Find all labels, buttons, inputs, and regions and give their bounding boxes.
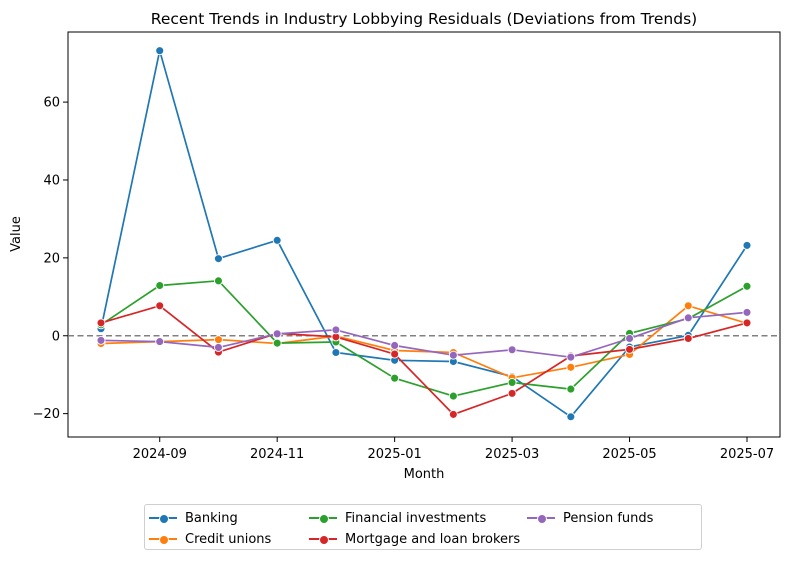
chart-title: Recent Trends in Industry Lobbying Resid… <box>151 10 697 28</box>
data-point <box>390 373 400 383</box>
data-point <box>331 348 341 357</box>
data-point <box>272 329 282 339</box>
legend-item-credit-unions: Credit unions <box>149 530 271 548</box>
series-banking <box>96 46 752 422</box>
series-line-financial-investments <box>100 279 748 397</box>
x-tick-label: 2025-03 <box>485 447 539 462</box>
data-point <box>566 412 576 422</box>
legend-item-financial-investments: Financial investments <box>309 509 486 527</box>
data-point <box>272 338 282 348</box>
data-point <box>272 235 282 245</box>
plot-area <box>67 31 781 438</box>
y-tick-label: −20 <box>33 407 60 422</box>
data-point <box>155 281 165 290</box>
y-tick-label: 40 <box>43 173 60 188</box>
x-tick-label: 2025-01 <box>367 447 421 462</box>
data-point <box>742 307 752 317</box>
data-point <box>214 335 223 345</box>
legend-item-mortgage-and-loan-brokers: Mortgage and loan brokers <box>309 530 520 548</box>
data-point <box>566 352 576 362</box>
legend-label: Credit unions <box>185 531 272 547</box>
legend-marker-icon <box>149 530 177 548</box>
data-point <box>507 378 517 387</box>
legend-item-pension-funds: Pension funds <box>527 509 653 527</box>
y-axis-label: Value <box>9 216 24 252</box>
legend-label: Banking <box>185 510 238 526</box>
x-tick-label: 2024-09 <box>133 447 187 462</box>
legend-marker-icon <box>149 509 177 527</box>
data-point <box>507 345 517 355</box>
y-tick-label: 20 <box>43 251 60 266</box>
data-point <box>155 337 165 347</box>
data-point <box>155 301 165 311</box>
y-axis: −20 0 20 40 60 <box>33 96 68 422</box>
x-axis-label: Month <box>404 467 445 482</box>
legend: Banking Credit unions Financial investme… <box>144 504 702 550</box>
data-point <box>214 342 223 352</box>
legend-marker-icon <box>309 509 337 527</box>
data-point <box>214 254 223 264</box>
x-axis: 2024-09 2024-11 2025-01 2025-03 2025-05 2025-… <box>133 437 774 462</box>
data-point <box>625 344 634 354</box>
data-point <box>390 341 400 350</box>
series-line-mortgage-and-loan-brokers <box>100 304 748 416</box>
data-point <box>683 301 693 311</box>
x-tick-label: 2025-05 <box>602 447 656 462</box>
data-point <box>155 46 165 56</box>
data-point <box>742 240 752 250</box>
data-point <box>96 318 106 328</box>
data-point <box>566 362 576 372</box>
legend-label: Mortgage and loan brokers <box>345 531 521 547</box>
data-point <box>507 388 517 398</box>
data-point <box>683 313 693 323</box>
legend-label: Financial investments <box>345 510 487 526</box>
data-point <box>448 391 458 401</box>
data-point <box>742 281 752 291</box>
data-point <box>683 334 693 343</box>
data-point <box>566 384 576 394</box>
data-point <box>96 335 106 345</box>
series-line-pension-funds <box>100 311 748 359</box>
series-line-banking <box>100 49 748 418</box>
data-point <box>742 318 752 328</box>
series-pension-funds <box>96 307 752 362</box>
legend-item-banking: Banking <box>149 509 238 527</box>
y-tick-label: 0 <box>52 329 60 344</box>
legend-label: Pension funds <box>563 510 654 526</box>
x-tick-label: 2025-07 <box>720 447 774 462</box>
legend-marker-icon <box>527 509 555 527</box>
series-line-credit-unions <box>100 304 748 379</box>
data-point <box>331 325 341 335</box>
data-point <box>448 409 458 419</box>
data-point <box>625 334 634 343</box>
x-tick-label: 2024-11 <box>250 447 304 462</box>
legend-marker-icon <box>309 530 337 548</box>
data-point <box>448 350 458 360</box>
data-point <box>390 349 400 359</box>
data-point <box>214 276 223 286</box>
y-tick-label: 60 <box>43 96 60 111</box>
series-financial-investments <box>96 276 752 401</box>
series-layer <box>96 46 752 422</box>
